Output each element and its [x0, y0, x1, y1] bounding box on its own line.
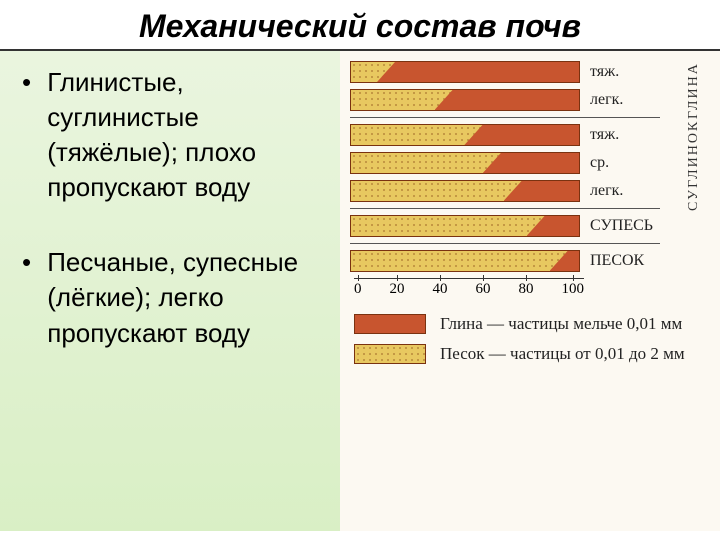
scale-tick: 40 [433, 281, 448, 298]
soil-bar-row: ср. [350, 152, 700, 174]
soil-bar-row: тяж. [350, 124, 700, 146]
bullet-item: • Песчаные, супесные (лёгкие); легко про… [22, 245, 330, 350]
bar-label: тяж. [590, 63, 660, 81]
vertical-group-label: ГЛИНА [686, 65, 702, 119]
bar-label: легк. [590, 91, 660, 109]
scale-tick: 60 [476, 281, 491, 298]
soil-bar [350, 250, 580, 272]
soil-bar [350, 61, 580, 83]
group-divider [350, 208, 660, 209]
bullet-text: Глинистые, суглинистые (тяжёлые); плохо … [47, 65, 327, 205]
bullet-item: • Глинистые, суглинистые (тяжёлые); плох… [22, 65, 330, 205]
clay-layer [435, 90, 580, 110]
soil-bar [350, 152, 580, 174]
soil-bar [350, 124, 580, 146]
scale-tick: 20 [390, 281, 405, 298]
soil-bar [350, 89, 580, 111]
bar-label: легк. [590, 182, 660, 200]
bullet-dot-icon: • [22, 245, 40, 280]
sand-swatch-icon [354, 344, 426, 364]
soil-bar-row: тяж. [350, 61, 700, 83]
legend-row: Глина — частицы мельче 0,01 мм [354, 314, 700, 334]
legend-text: Песок — частицы от 0,01 до 2 мм [440, 344, 685, 364]
clay-swatch-icon [354, 314, 426, 334]
soil-bars-chart: тяж. легк. тяж. ср. легк. СУПЕСЬ ПЕСОК ГЛИНА СУГ… [350, 61, 700, 365]
scale-tick: 100 [562, 281, 585, 298]
group-divider [350, 243, 660, 244]
clay-layer [377, 62, 579, 82]
scale-tick: 80 [519, 281, 534, 298]
page-title: Механический состав почв [0, 0, 720, 51]
bar-label: ср. [590, 154, 660, 172]
vertical-group-label: СУГЛИНОК [686, 125, 702, 211]
diagram-column: тяж. легк. тяж. ср. легк. СУПЕСЬ ПЕСОК ГЛИНА СУГ… [340, 51, 720, 531]
soil-bar [350, 180, 580, 202]
soil-bar-row: легк. [350, 89, 700, 111]
scale-tick: 0 [354, 281, 362, 298]
group-divider [350, 117, 660, 118]
bullet-column: • Глинистые, суглинистые (тяжёлые); плох… [0, 51, 340, 531]
bar-label: СУПЕСЬ [590, 217, 660, 235]
soil-bar-row: легк. [350, 180, 700, 202]
legend-text: Глина — частицы мельче 0,01 мм [440, 314, 682, 334]
bullet-dot-icon: • [22, 65, 40, 100]
soil-bar-row: СУПЕСЬ [350, 215, 700, 237]
bullet-text: Песчаные, супесные (лёгкие); легко пропу… [47, 245, 327, 350]
clay-layer [464, 125, 579, 145]
bar-label: ПЕСОК [590, 252, 660, 270]
soil-bar [350, 215, 580, 237]
soil-bar-row: ПЕСОК [350, 250, 700, 272]
legend-row: Песок — частицы от 0,01 до 2 мм [354, 344, 700, 364]
legend: Глина — частицы мельче 0,01 мм Песок — ча… [354, 314, 700, 365]
sand-layer [351, 251, 579, 271]
scale-axis: 0 20 40 60 80 100 [354, 278, 584, 296]
content-area: • Глинистые, суглинистые (тяжёлые); плох… [0, 51, 720, 531]
bar-label: тяж. [590, 126, 660, 144]
